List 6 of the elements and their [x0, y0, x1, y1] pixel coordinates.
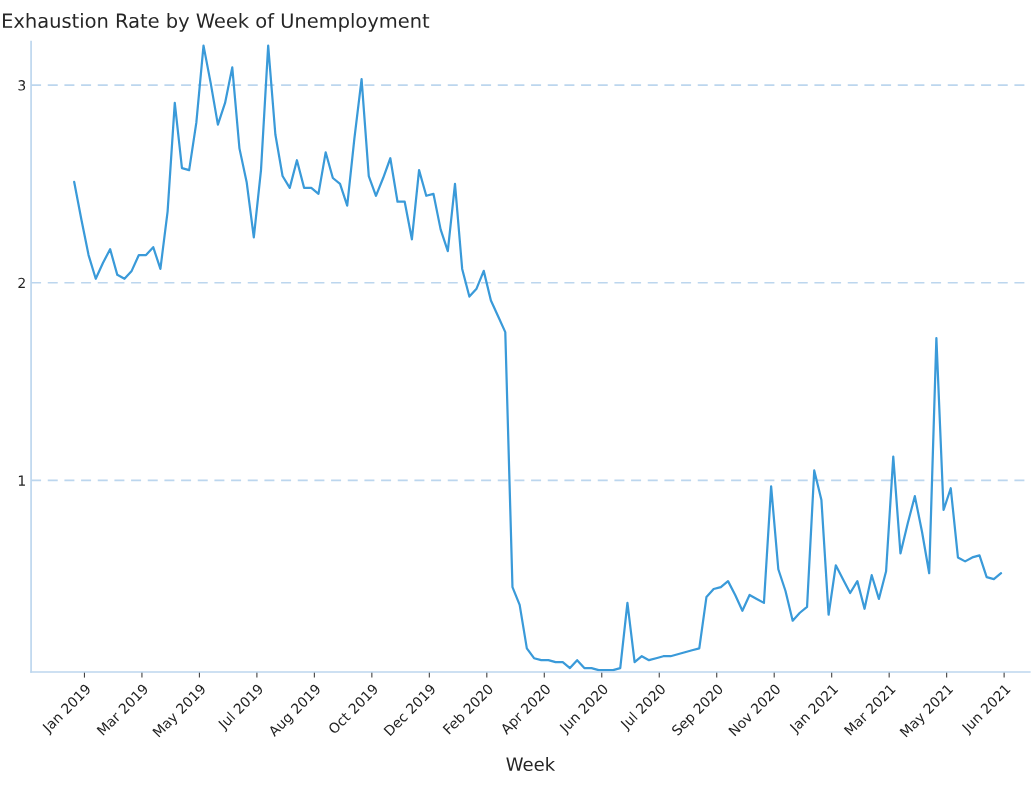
- y-tick-label: 3: [18, 80, 26, 91]
- y-tick-label: 1: [18, 475, 25, 486]
- x-axis-title: Week: [506, 757, 556, 772]
- chart-title: Exhaustion Rate by Week of Unemployment: [3, 12, 430, 32]
- y-tick-label: 2: [18, 277, 25, 289]
- line-series: [73, 44, 1003, 672]
